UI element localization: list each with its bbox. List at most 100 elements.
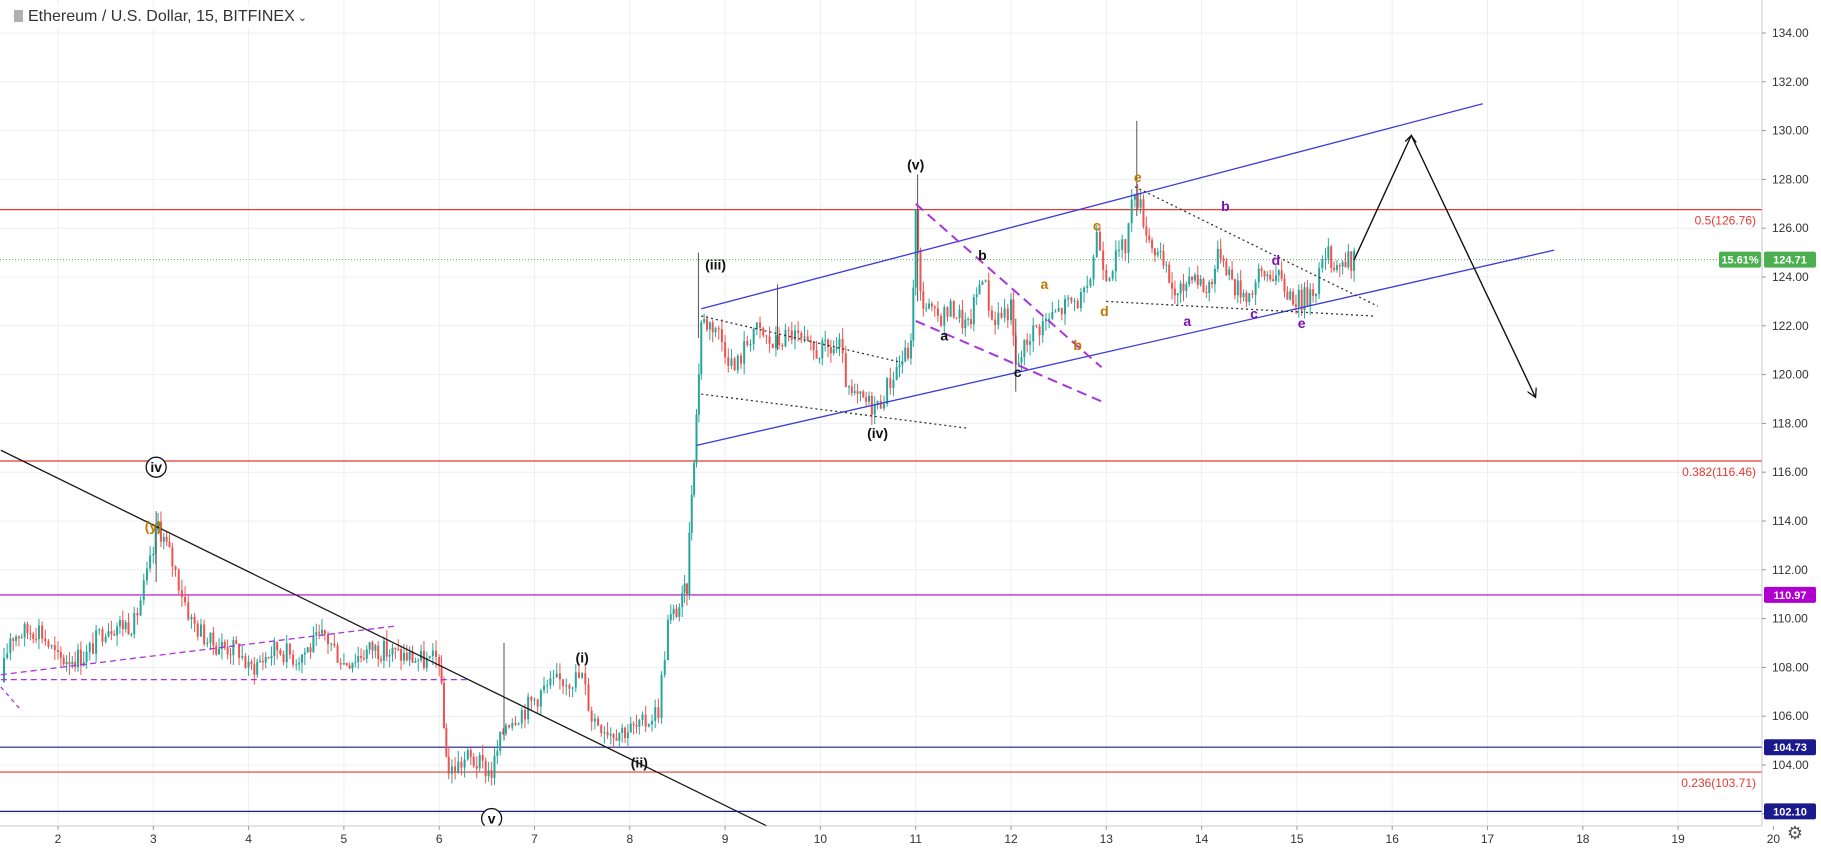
candle-body: [2, 658, 5, 683]
candle-body: [1347, 251, 1350, 268]
candle-body: [303, 652, 306, 655]
candle-body: [65, 662, 68, 665]
candle-body: [972, 297, 975, 325]
candle-body: [394, 647, 397, 649]
drawn-line: [696, 249, 1555, 446]
candle-body: [300, 654, 303, 663]
candle-body: [889, 378, 892, 388]
candle-body: [1341, 262, 1344, 267]
candle-body: [118, 620, 121, 627]
candle-body: [47, 641, 50, 647]
y-tick-label: 116.00: [1772, 465, 1808, 479]
candle-body: [41, 625, 44, 639]
candle-body: [850, 386, 853, 394]
wave-label: v: [488, 811, 496, 827]
candle-body: [139, 600, 142, 616]
candle-body: [1073, 300, 1076, 302]
candle-body: [930, 303, 933, 307]
candle-body: [629, 723, 632, 733]
x-tick-label: 2: [55, 832, 62, 846]
candle-body: [256, 661, 259, 675]
gear-icon[interactable]: ⚙: [1786, 823, 1803, 843]
candle-body: [847, 386, 850, 388]
candle-body: [1350, 251, 1353, 271]
chart-title[interactable]: Ethereum / U.S. Dollar, 15, BITFINEX ⌄: [10, 6, 311, 28]
candle-body: [377, 645, 380, 660]
candle-body: [68, 662, 71, 665]
candle-body: [641, 714, 644, 721]
candle-body: [220, 642, 223, 649]
candle-body: [472, 756, 475, 766]
candle-body: [593, 718, 596, 722]
candle-body: [502, 731, 505, 734]
candle-body: [95, 630, 98, 654]
x-tick-label: 17: [1481, 832, 1495, 846]
projection-peak-arrow: [1404, 134, 1417, 143]
candle-body: [1176, 293, 1179, 296]
candle-body: [936, 308, 939, 316]
change-box: [1719, 251, 1761, 268]
candle-body: [654, 707, 657, 721]
candle-body: [1211, 281, 1214, 285]
candle-body: [651, 720, 654, 725]
y-tick-label: 134.00: [1772, 26, 1809, 40]
candle-body: [193, 616, 196, 624]
candle-body: [700, 322, 703, 375]
candle-body: [26, 623, 29, 634]
candle-body: [1344, 262, 1347, 268]
chevron-down-icon[interactable]: ⌄: [297, 12, 307, 24]
candle-body: [1000, 312, 1003, 318]
candle-body: [435, 650, 438, 657]
candle-body: [365, 649, 368, 659]
candle-body: [688, 532, 691, 596]
candle-body: [967, 319, 970, 321]
candle-body: [1286, 291, 1289, 300]
candle-body: [1314, 294, 1317, 296]
candle-body: [1335, 265, 1338, 270]
candle-body: [1205, 292, 1208, 294]
candle-body: [683, 583, 686, 593]
candle-body: [784, 329, 787, 347]
candle-body: [104, 636, 107, 642]
candle-body: [638, 720, 641, 727]
candle-body: [1130, 199, 1133, 224]
price-box: [1764, 739, 1816, 756]
candle-body: [247, 661, 250, 668]
candle-body: [1020, 357, 1023, 363]
candle-body: [149, 555, 152, 569]
candle-body: [533, 699, 536, 701]
candle-body: [159, 521, 162, 542]
candle-body: [969, 319, 972, 325]
candle-body: [1330, 246, 1333, 268]
drawn-line: [701, 315, 902, 364]
x-tick-label: 13: [1100, 832, 1114, 846]
candle-body: [261, 660, 264, 663]
candle-body: [285, 643, 288, 663]
candle-body: [442, 682, 445, 729]
candle-body: [50, 645, 53, 647]
candle-body: [1051, 311, 1054, 319]
wave-label: (iii): [705, 257, 726, 273]
candle-body: [914, 209, 917, 288]
candle-body: [749, 343, 752, 345]
candle-body: [315, 632, 318, 636]
candle-body: [730, 358, 733, 366]
candle-body: [1070, 297, 1073, 302]
candle-body: [703, 319, 706, 323]
candle-body: [267, 657, 270, 659]
candle-body: [1289, 291, 1292, 300]
candle-body: [879, 400, 882, 409]
candle-body: [463, 759, 466, 768]
candle-body: [1222, 258, 1225, 262]
candle-body: [330, 643, 333, 645]
price-box: [1764, 586, 1816, 603]
candle-body: [1202, 278, 1205, 293]
candle-body: [374, 645, 377, 651]
candle-body: [1032, 325, 1035, 342]
candle-body: [309, 647, 312, 653]
candle-body: [925, 308, 928, 310]
candle-body: [919, 250, 922, 292]
candle-body: [1142, 199, 1145, 227]
candle-body: [1121, 239, 1124, 250]
